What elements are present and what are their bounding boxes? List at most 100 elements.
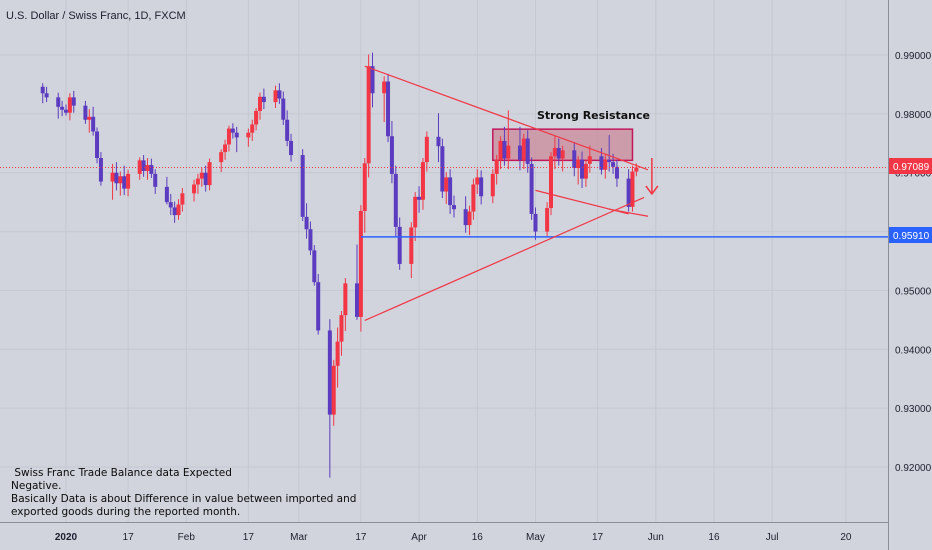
candle-body bbox=[56, 97, 61, 107]
candle-body bbox=[382, 81, 387, 94]
y-tick-label: 0.92000 bbox=[895, 463, 932, 474]
candle-body bbox=[572, 150, 577, 169]
candle-body bbox=[335, 341, 340, 366]
candle-body bbox=[549, 156, 553, 209]
candle-body bbox=[300, 155, 305, 217]
candle-body bbox=[98, 158, 103, 182]
candle-body bbox=[223, 144, 228, 153]
candle-body bbox=[277, 90, 282, 99]
candle-body bbox=[587, 156, 592, 164]
candle-body bbox=[67, 97, 72, 113]
candle-body bbox=[417, 196, 422, 200]
candle-body bbox=[219, 152, 224, 163]
candle-body bbox=[479, 177, 484, 197]
candle-body bbox=[366, 66, 371, 164]
candle-body bbox=[258, 96, 262, 111]
candle-body bbox=[444, 177, 449, 192]
candle-body bbox=[289, 140, 294, 156]
candle-body bbox=[475, 177, 480, 185]
candle-body bbox=[358, 210, 363, 317]
candle-body bbox=[316, 282, 321, 331]
candle-body bbox=[467, 211, 472, 226]
candle-body bbox=[60, 106, 65, 110]
x-tick-label: 17 bbox=[123, 532, 135, 543]
candle-body bbox=[339, 315, 344, 342]
candle-body bbox=[634, 167, 639, 172]
overlays-group bbox=[0, 65, 888, 321]
candle-body bbox=[176, 204, 181, 216]
candle-body bbox=[409, 227, 414, 264]
candle-body bbox=[83, 105, 88, 120]
x-tick-label: 20 bbox=[840, 532, 852, 543]
candle-body bbox=[494, 159, 499, 174]
x-tick-label: Jun bbox=[648, 532, 664, 543]
x-tick-label: 16 bbox=[472, 532, 484, 543]
candle-body bbox=[502, 140, 507, 159]
y-tick-label: 0.94000 bbox=[895, 345, 932, 356]
candle-body bbox=[580, 159, 585, 179]
candle-body bbox=[172, 207, 177, 216]
x-tick-label: 16 bbox=[708, 532, 720, 543]
current-price-tag: 0.97089 bbox=[889, 158, 932, 174]
support-price-tag-bg bbox=[889, 227, 932, 243]
candle-body bbox=[87, 116, 92, 120]
candle-body bbox=[611, 162, 616, 167]
candle-body bbox=[246, 132, 251, 138]
candle-body bbox=[327, 330, 332, 415]
candle-body bbox=[230, 128, 235, 133]
note-line: Swiss Franc Trade Balance data Expected bbox=[11, 467, 232, 479]
candle-body bbox=[599, 156, 604, 170]
support-price-tag: 0.95910 bbox=[889, 227, 932, 243]
time-axis: 2020 17 Feb 17 Mar 17 Apr 16 May 17 Jun 16 Jul 20 bbox=[55, 532, 852, 543]
candle-body bbox=[261, 96, 266, 103]
candle-body bbox=[424, 136, 429, 163]
note-line: exported goods during the reported month… bbox=[11, 506, 240, 518]
candle-body bbox=[413, 196, 418, 228]
y-tick-label: 0.99000 bbox=[895, 51, 932, 62]
candle-body bbox=[370, 66, 375, 94]
candle-body bbox=[71, 97, 76, 106]
y-tick-label: 0.97000 bbox=[895, 169, 932, 180]
candle-body bbox=[448, 177, 453, 206]
candle-body bbox=[91, 116, 96, 132]
candle-body bbox=[603, 159, 608, 170]
grid bbox=[0, 0, 888, 522]
candle-body bbox=[498, 140, 503, 160]
candle-body bbox=[576, 159, 581, 169]
x-tick-label: May bbox=[526, 532, 545, 543]
candles-group bbox=[40, 52, 639, 478]
flag-bottom-line bbox=[609, 208, 649, 217]
candle-body bbox=[137, 160, 142, 174]
y-tick-label: 0.95000 bbox=[895, 286, 932, 297]
candle-body bbox=[122, 176, 127, 189]
candle-body bbox=[110, 172, 115, 182]
support-price-label: 0.95910 bbox=[893, 231, 930, 242]
candle-body bbox=[362, 163, 367, 211]
candle-body bbox=[343, 283, 348, 316]
resistance-label: Strong Resistance bbox=[537, 109, 650, 122]
candle-body bbox=[521, 138, 526, 160]
candle-body bbox=[285, 119, 290, 141]
candle-body bbox=[234, 132, 239, 138]
candle-body bbox=[397, 226, 402, 264]
candle-body bbox=[607, 159, 612, 163]
candle-body bbox=[168, 202, 173, 208]
candle-body bbox=[95, 131, 100, 158]
candle-body bbox=[192, 184, 197, 194]
candle-body bbox=[254, 110, 259, 125]
candle-body bbox=[114, 172, 119, 184]
candle-body bbox=[355, 283, 359, 317]
note-line: Negative. bbox=[11, 480, 61, 492]
candle-body bbox=[389, 136, 394, 174]
candle-body bbox=[560, 150, 565, 159]
candle-body bbox=[393, 173, 398, 227]
candle-body bbox=[471, 184, 476, 212]
candle-body bbox=[545, 208, 550, 232]
candle-body bbox=[525, 138, 530, 164]
x-tick-label: Feb bbox=[178, 532, 196, 543]
candle-body bbox=[614, 166, 619, 179]
candle-body bbox=[583, 163, 588, 179]
candle-body bbox=[149, 165, 154, 174]
candle-body bbox=[556, 147, 561, 159]
